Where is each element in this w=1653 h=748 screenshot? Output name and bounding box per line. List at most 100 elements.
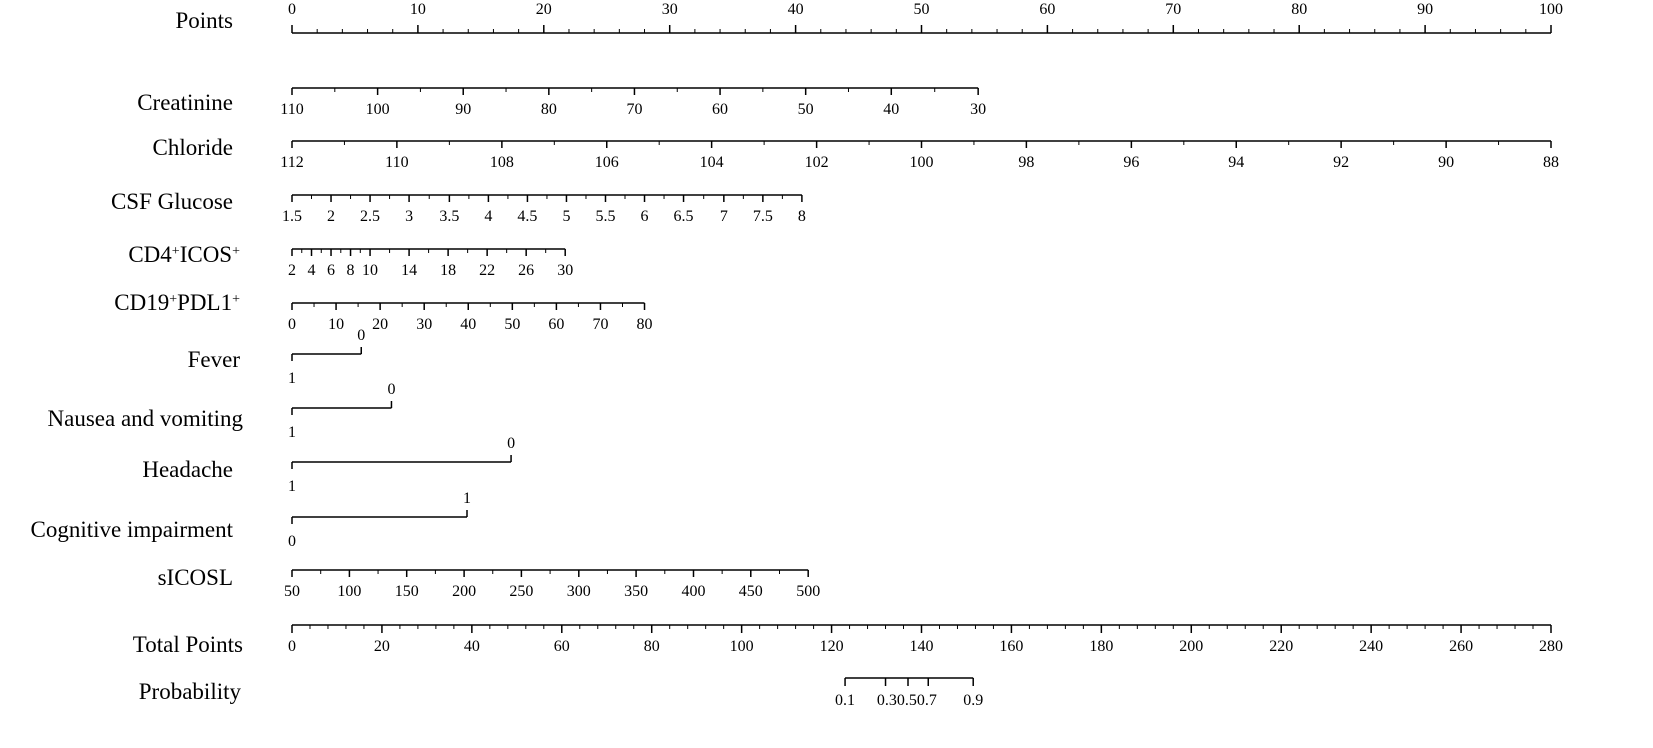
tick-label-sicosl: 400 <box>681 583 705 600</box>
tick-label-total-points: 40 <box>464 638 480 655</box>
tick-label-csf-glucose: 4.5 <box>517 208 537 225</box>
row-label-points: Points <box>175 8 233 33</box>
tick-label-cd19pdl1: 50 <box>504 316 520 333</box>
tick-label-chloride: 100 <box>910 154 934 171</box>
tick-label-cd4icos: 2 <box>288 262 296 279</box>
tick-label-chloride: 88 <box>1543 154 1559 171</box>
tick-label-cd4icos: 26 <box>518 262 534 279</box>
tick-label-sicosl: 250 <box>509 583 533 600</box>
tick-label-csf-glucose: 7 <box>720 208 728 225</box>
tick-label-fever: 1 <box>288 370 296 387</box>
tick-label-points: 60 <box>1039 1 1055 18</box>
row-label-creatinine: Creatinine <box>137 90 233 115</box>
tick-label-chloride: 108 <box>490 154 514 171</box>
row-label-cognitive-impairment: Cognitive impairment <box>31 517 234 542</box>
row-label-nausea-and-vomiting: Nausea and vomiting <box>48 406 244 431</box>
tick-label-total-points: 80 <box>644 638 660 655</box>
tick-label-total-points: 220 <box>1269 638 1293 655</box>
tick-label-csf-glucose: 2 <box>327 208 335 225</box>
row-label-probability: Probability <box>139 679 242 704</box>
tick-label-points: 20 <box>536 1 552 18</box>
tick-label-total-points: 160 <box>999 638 1023 655</box>
tick-label-cd19pdl1: 20 <box>372 316 388 333</box>
row-label-chloride: Chloride <box>153 135 234 160</box>
tick-label-csf-glucose: 2.5 <box>360 208 380 225</box>
tick-label-total-points: 60 <box>554 638 570 655</box>
tick-label-fever: 0 <box>357 327 365 344</box>
tick-label-total-points: 0 <box>288 638 296 655</box>
tick-label-cd4icos: 8 <box>347 262 355 279</box>
row-label-fever: Fever <box>188 347 241 372</box>
tick-label-creatinine: 110 <box>280 101 303 118</box>
tick-label-chloride: 98 <box>1018 154 1034 171</box>
tick-label-points: 80 <box>1291 1 1307 18</box>
tick-label-csf-glucose: 3.5 <box>439 208 459 225</box>
row-label-cd4icos: CD4+ICOS+ <box>128 242 240 267</box>
tick-label-cognitive-impairment: 0 <box>288 533 296 550</box>
tick-label-total-points: 240 <box>1359 638 1383 655</box>
tick-label-total-points: 100 <box>730 638 754 655</box>
tick-label-sicosl: 100 <box>337 583 361 600</box>
tick-label-csf-glucose: 6.5 <box>674 208 694 225</box>
tick-label-csf-glucose: 3 <box>405 208 413 225</box>
row-label-sicosl: sICOSL <box>158 565 233 590</box>
tick-label-cd4icos: 30 <box>557 262 573 279</box>
tick-label-cd19pdl1: 40 <box>460 316 476 333</box>
row-label-cd19pdl1: CD19+PDL1+ <box>114 290 240 315</box>
tick-label-points: 0 <box>288 1 296 18</box>
tick-label-csf-glucose: 6 <box>641 208 649 225</box>
tick-label-total-points: 180 <box>1089 638 1113 655</box>
tick-label-cd4icos: 14 <box>401 262 417 279</box>
tick-label-sicosl: 150 <box>395 583 419 600</box>
tick-label-total-points: 280 <box>1539 638 1563 655</box>
tick-label-chloride: 106 <box>595 154 619 171</box>
tick-label-csf-glucose: 7.5 <box>753 208 773 225</box>
tick-label-creatinine: 40 <box>883 101 899 118</box>
tick-label-creatinine: 80 <box>541 101 557 118</box>
tick-label-csf-glucose: 5.5 <box>595 208 615 225</box>
tick-label-points: 70 <box>1165 1 1181 18</box>
tick-label-chloride: 94 <box>1228 154 1244 171</box>
tick-label-points: 40 <box>788 1 804 18</box>
tick-label-chloride: 96 <box>1123 154 1139 171</box>
tick-label-total-points: 200 <box>1179 638 1203 655</box>
tick-label-sicosl: 300 <box>567 583 591 600</box>
tick-label-sicosl: 200 <box>452 583 476 600</box>
tick-label-csf-glucose: 5 <box>562 208 570 225</box>
tick-label-cognitive-impairment: 1 <box>463 490 471 507</box>
tick-label-sicosl: 450 <box>739 583 763 600</box>
tick-label-points: 100 <box>1539 1 1563 18</box>
tick-label-csf-glucose: 1.5 <box>282 208 302 225</box>
tick-label-cd19pdl1: 70 <box>592 316 608 333</box>
tick-label-chloride: 112 <box>280 154 303 171</box>
tick-label-nausea-and-vomiting: 1 <box>288 424 296 441</box>
tick-label-cd4icos: 18 <box>440 262 456 279</box>
tick-label-probability: 0.30.50.7 <box>877 692 937 709</box>
tick-label-total-points: 140 <box>910 638 934 655</box>
tick-label-creatinine: 70 <box>626 101 642 118</box>
tick-label-creatinine: 60 <box>712 101 728 118</box>
tick-label-creatinine: 50 <box>798 101 814 118</box>
tick-label-cd19pdl1: 0 <box>288 316 296 333</box>
tick-label-creatinine: 30 <box>970 101 986 118</box>
tick-label-cd4icos: 10 <box>362 262 378 279</box>
tick-label-creatinine: 90 <box>455 101 471 118</box>
tick-label-cd4icos: 4 <box>308 262 316 279</box>
tick-label-sicosl: 350 <box>624 583 648 600</box>
tick-label-cd19pdl1: 10 <box>328 316 344 333</box>
tick-label-sicosl: 50 <box>284 583 300 600</box>
tick-label-probability: 0.1 <box>835 692 855 709</box>
tick-label-csf-glucose: 8 <box>798 208 806 225</box>
tick-label-sicosl: 500 <box>796 583 820 600</box>
tick-label-chloride: 90 <box>1438 154 1454 171</box>
tick-label-probability: 0.9 <box>963 692 983 709</box>
row-label-headache: Headache <box>142 457 233 482</box>
tick-label-points: 50 <box>914 1 930 18</box>
tick-label-creatinine: 100 <box>366 101 390 118</box>
tick-label-total-points: 120 <box>820 638 844 655</box>
tick-label-cd4icos: 6 <box>327 262 335 279</box>
tick-label-total-points: 20 <box>374 638 390 655</box>
tick-label-cd19pdl1: 80 <box>637 316 653 333</box>
tick-label-cd4icos: 22 <box>479 262 495 279</box>
